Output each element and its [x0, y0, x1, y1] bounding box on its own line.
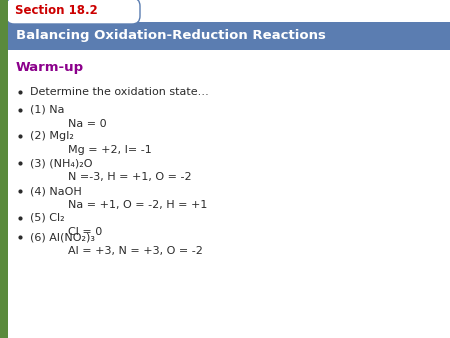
Text: Al = +3, N = +3, O = -2: Al = +3, N = +3, O = -2: [68, 246, 203, 256]
Bar: [0, 22, 450, 50]
Text: (2) MgI₂: (2) MgI₂: [30, 131, 74, 141]
Text: Cl = 0: Cl = 0: [68, 227, 102, 237]
Text: (6) Al(NO₂)₃: (6) Al(NO₂)₃: [30, 232, 95, 242]
Text: Mg = +2, I= -1: Mg = +2, I= -1: [68, 145, 152, 155]
Text: (1) Na: (1) Na: [30, 105, 64, 115]
Text: (5) Cl₂: (5) Cl₂: [30, 213, 65, 223]
Text: Determine the oxidation state…: Determine the oxidation state…: [30, 87, 209, 97]
Text: Warm-up: Warm-up: [16, 61, 84, 73]
Text: Balancing Oxidation-Reduction Reactions: Balancing Oxidation-Reduction Reactions: [16, 29, 326, 43]
Text: (4) NaOH: (4) NaOH: [30, 186, 82, 196]
Text: Na = 0: Na = 0: [68, 119, 107, 129]
Text: Na = +1, O = -2, H = +1: Na = +1, O = -2, H = +1: [68, 200, 207, 210]
Text: Section 18.2: Section 18.2: [15, 4, 98, 18]
Bar: [0, 0, 8, 338]
Text: (3) (NH₄)₂O: (3) (NH₄)₂O: [30, 158, 93, 168]
Text: N =-3, H = +1, O = -2: N =-3, H = +1, O = -2: [68, 172, 192, 182]
FancyBboxPatch shape: [6, 0, 140, 24]
